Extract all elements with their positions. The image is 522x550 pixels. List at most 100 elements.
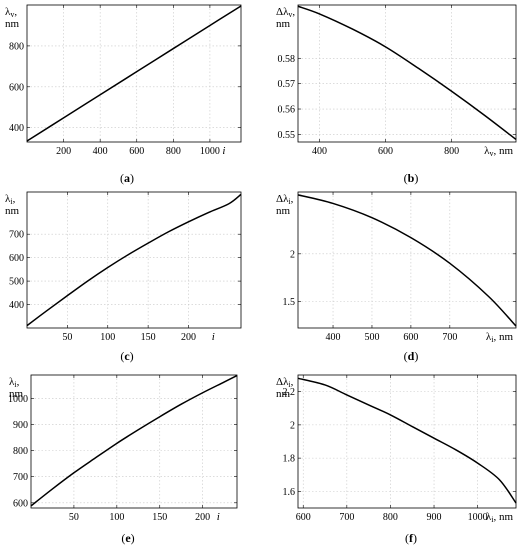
x-tick-label: 400 [312,146,327,157]
panel-caption-letter: f [409,531,414,545]
y-tick-label: 500 [9,277,24,288]
x-tick-label: 800 [166,146,181,157]
panel-caption-close: ) [130,349,134,363]
panel-caption: (c) [120,349,133,363]
x-tick-label: 1000 [468,512,488,523]
y-axis-label-comma: , [17,376,20,388]
y-axis-label: λi, [5,193,16,206]
y-tick-label: 600 [9,253,24,264]
panel-caption-open: ( [404,171,408,185]
y-axis-label-comma: , [292,6,295,18]
y-tick-label: 800 [13,446,28,457]
panel-caption-letter: b [408,171,415,185]
x-tick-label: 600 [378,146,393,157]
y-axis-label-comma: , [13,193,16,205]
series-line [26,193,242,327]
y-axis-label-comma: , [291,193,294,205]
panel-caption-close: ) [414,349,418,363]
series-line [297,194,517,327]
y-axis-label-subscript: v [288,10,292,19]
y-axis-label-subscript: i [10,197,13,206]
axes-frame [297,374,517,509]
y-axis-label-comma: , [14,6,17,18]
x-axis-label: i [212,331,215,343]
x-tick-label: 800 [444,146,459,157]
series-line [297,5,517,141]
x-axis-label: i [222,145,225,157]
y-axis-label: Δλv, [276,6,295,19]
x-axis-label-unit: , nm [493,145,513,157]
x-axis-label-unit: , nm [493,331,513,343]
panel-caption-letter: a [124,171,130,185]
series-line [26,5,242,142]
y-axis-label-symbol: λ [5,193,11,205]
panel-caption-open: ( [120,349,124,363]
x-axis-label: i [217,511,220,523]
panel-caption-open: ( [120,171,124,185]
x-axis-label: λi, nm [486,511,514,524]
panel-caption-close: ) [131,531,135,545]
panel-caption: (f) [405,531,417,545]
y-tick-label: 2.2 [283,387,296,398]
x-tick-label: 800 [383,512,398,523]
series-line [297,377,517,504]
y-axis-label: λi, [9,376,20,389]
y-tick-label: 700 [13,472,28,483]
y-axis-label: Δλi, [276,193,294,206]
x-tick-label: 100 [100,332,115,343]
x-tick-label: 150 [141,332,156,343]
y-tick-label: 0.55 [278,130,296,141]
x-tick-label: 400 [326,332,341,343]
y-axis-label: λv, [5,6,17,19]
panel-caption-close: ) [414,171,418,185]
series-line [30,374,238,507]
y-axis-unit: nm [9,388,24,400]
y-axis-label: Δλi, [276,376,294,389]
y-tick-label: 2 [290,420,295,431]
panel-caption: (a) [120,171,134,185]
x-tick-label: 50 [69,512,79,523]
panel-caption: (b) [404,171,419,185]
panel-caption-letter: c [124,349,130,363]
x-tick-label: 100 [109,512,124,523]
y-axis-label-symbol: λ [9,376,15,388]
y-axis-label-subscript: i [288,380,291,389]
y-tick-label: 1000 [8,394,28,405]
y-axis-label-subscript: i [288,197,291,206]
y-tick-label: 600 [9,82,24,93]
y-axis-unit: nm [276,205,291,217]
x-axis-label: λv, nm [484,145,513,158]
panel-caption: (d) [404,349,419,363]
x-tick-label: 600 [296,512,311,523]
x-axis-label: λi, nm [486,331,514,344]
y-axis-unit: nm [276,388,291,400]
x-tick-label: 600 [403,332,418,343]
x-tick-label: 1000 [200,146,220,157]
x-tick-label: 200 [56,146,71,157]
x-tick-label: 900 [427,512,442,523]
axes-frame [26,191,242,329]
panel-caption-open: ( [404,349,408,363]
axes-frame [26,4,242,143]
chart-panel-a: 200 400 600 800 1000 400 600 800 λv,nm i (a) [5,4,242,185]
y-tick-label: 700 [9,230,24,241]
y-tick-label: 800 [9,41,24,52]
x-tick-label: 50 [62,332,72,343]
x-tick-label: 700 [339,512,354,523]
x-axis-label-unit: , nm [493,511,513,523]
x-axis-label-symbol: λ [484,145,490,157]
panel-caption-close: ) [413,531,417,545]
y-axis-unit: nm [5,18,20,30]
y-tick-label: 0.56 [278,105,296,116]
x-axis-label-subscript: i [491,515,494,524]
x-tick-label: 200 [181,332,196,343]
x-tick-label: 400 [93,146,108,157]
y-tick-label: 1.6 [283,487,296,498]
y-tick-label: 900 [13,420,28,431]
